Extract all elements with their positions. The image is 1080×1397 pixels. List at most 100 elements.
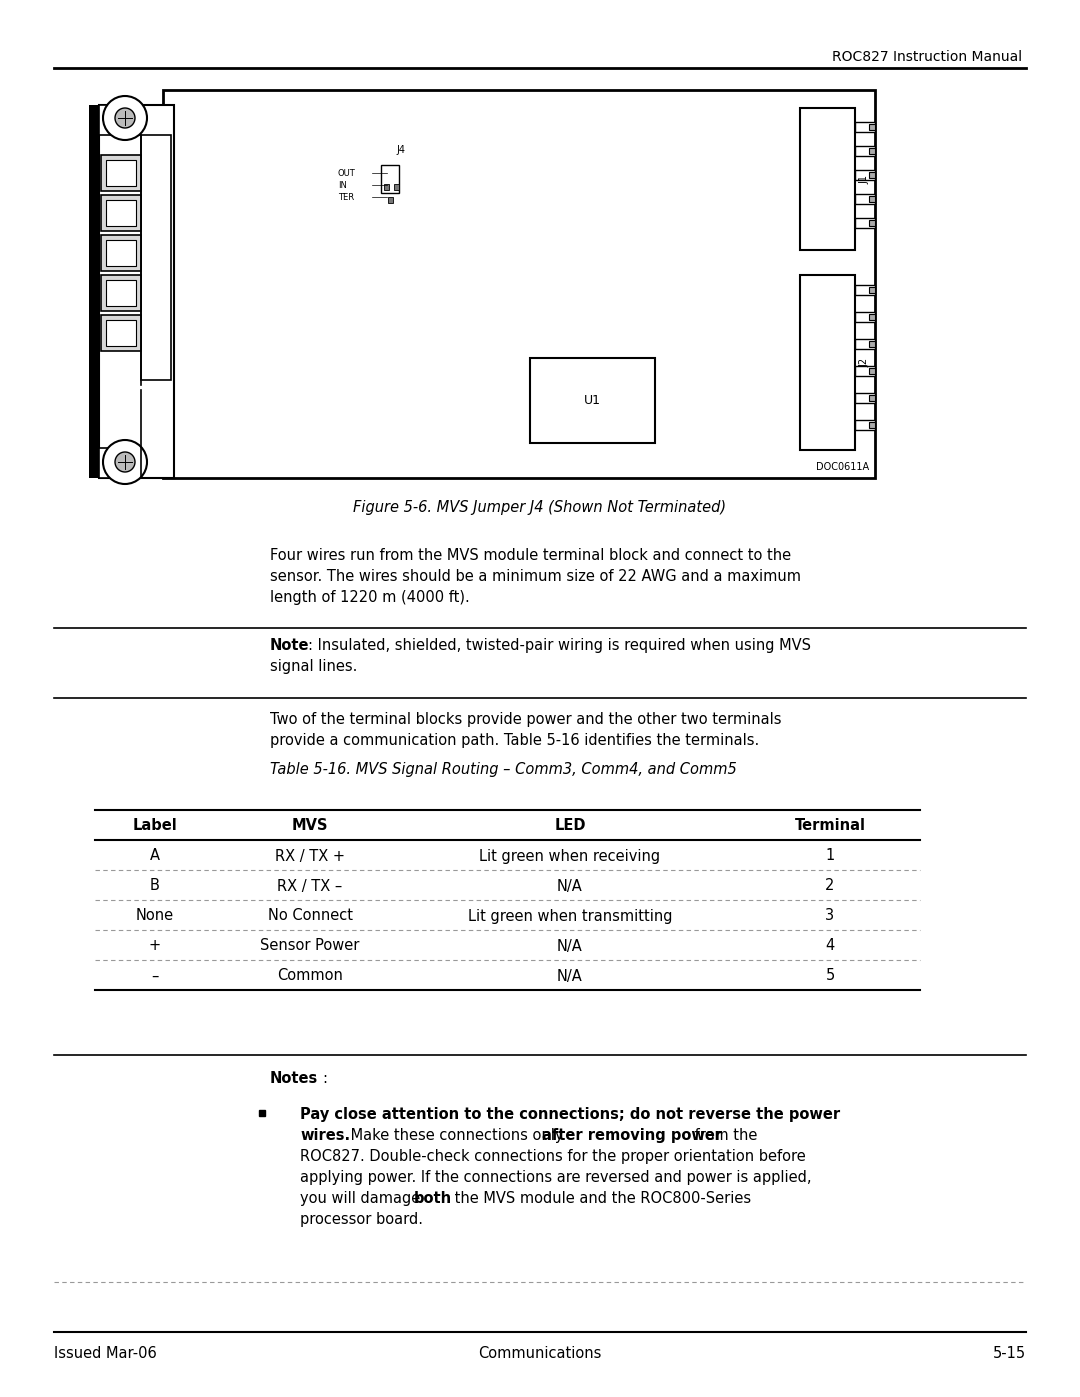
Text: Terminal: Terminal — [795, 819, 865, 834]
Bar — [99, 448, 139, 478]
Text: length of 1220 m (4000 ft).: length of 1220 m (4000 ft). — [270, 590, 470, 605]
Bar — [855, 393, 875, 402]
Bar — [384, 184, 389, 190]
Bar — [99, 105, 174, 478]
Bar — [855, 366, 875, 376]
Text: J2: J2 — [859, 358, 869, 366]
Text: : Insulated, shielded, twisted-pair wiring is required when using MVS: : Insulated, shielded, twisted-pair wiri… — [308, 638, 811, 652]
Text: N/A: N/A — [557, 968, 583, 983]
Text: Notes: Notes — [270, 1071, 319, 1085]
Bar — [381, 165, 399, 193]
Circle shape — [103, 96, 147, 140]
Text: you will damage: you will damage — [300, 1192, 424, 1206]
Bar — [388, 197, 393, 203]
Text: 5: 5 — [825, 968, 835, 983]
Text: 1: 1 — [825, 848, 835, 863]
Bar — [163, 89, 875, 478]
Bar — [855, 339, 875, 349]
Bar — [855, 420, 875, 430]
Text: wires.: wires. — [300, 1127, 350, 1143]
Text: –: – — [151, 968, 159, 983]
Text: OUT: OUT — [338, 169, 355, 177]
Text: RX / TX +: RX / TX + — [275, 848, 345, 863]
Bar — [106, 240, 136, 265]
Text: J1: J1 — [859, 175, 869, 183]
Bar — [869, 148, 875, 154]
Bar — [394, 184, 399, 190]
Text: Lit green when transmitting: Lit green when transmitting — [468, 908, 672, 923]
Text: Make these connections only: Make these connections only — [346, 1127, 568, 1143]
Text: Two of the terminal blocks provide power and the other two terminals: Two of the terminal blocks provide power… — [270, 712, 782, 726]
Text: the MVS module and the ROC800-Series: the MVS module and the ROC800-Series — [450, 1192, 751, 1206]
Text: RX / TX –: RX / TX – — [278, 879, 342, 894]
Bar — [869, 422, 875, 427]
Bar — [800, 275, 855, 450]
Bar — [855, 194, 875, 204]
Text: Note: Note — [270, 638, 310, 652]
Circle shape — [103, 440, 147, 483]
Text: B: B — [150, 879, 160, 894]
Text: processor board.: processor board. — [300, 1213, 423, 1227]
Text: Issued Mar-06: Issued Mar-06 — [54, 1345, 157, 1361]
Text: IN: IN — [338, 180, 347, 190]
Bar — [855, 218, 875, 228]
Circle shape — [114, 108, 135, 129]
Bar — [102, 314, 141, 351]
Text: ROC827. Double-check connections for the proper orientation before: ROC827. Double-check connections for the… — [300, 1148, 806, 1164]
Text: +: + — [149, 939, 161, 954]
Text: N/A: N/A — [557, 939, 583, 954]
Text: signal lines.: signal lines. — [270, 659, 357, 673]
Text: Common: Common — [278, 968, 343, 983]
Bar — [869, 124, 875, 130]
Bar — [869, 395, 875, 401]
Text: Figure 5-6. MVS Jumper J4 (Shown Not Terminated): Figure 5-6. MVS Jumper J4 (Shown Not Ter… — [353, 500, 727, 515]
Text: provide a communication path. Table 5-16 identifies the terminals.: provide a communication path. Table 5-16… — [270, 733, 759, 747]
Text: 2: 2 — [825, 879, 835, 894]
Text: Label: Label — [133, 819, 177, 834]
Text: both: both — [414, 1192, 453, 1206]
Text: No Connect: No Connect — [268, 908, 352, 923]
Text: Pay close attention to the connections; do not reverse the power: Pay close attention to the connections; … — [300, 1106, 840, 1122]
Bar — [869, 172, 875, 177]
Bar — [855, 170, 875, 180]
Text: J4: J4 — [396, 145, 405, 155]
Bar — [99, 105, 139, 136]
Text: Sensor Power: Sensor Power — [260, 939, 360, 954]
Text: 3: 3 — [825, 908, 835, 923]
Bar — [800, 108, 855, 250]
Bar — [869, 367, 875, 374]
Text: Lit green when receiving: Lit green when receiving — [480, 848, 661, 863]
Bar — [869, 219, 875, 226]
Bar — [869, 196, 875, 203]
Text: U1: U1 — [584, 394, 600, 407]
Bar — [869, 286, 875, 293]
Bar — [102, 155, 141, 191]
Text: applying power. If the connections are reversed and power is applied,: applying power. If the connections are r… — [300, 1171, 811, 1185]
Text: N/A: N/A — [557, 879, 583, 894]
Text: 5-15: 5-15 — [993, 1345, 1026, 1361]
Text: Four wires run from the MVS module terminal block and connect to the: Four wires run from the MVS module termi… — [270, 548, 792, 563]
Bar — [869, 314, 875, 320]
Bar — [106, 161, 136, 186]
Text: TER: TER — [338, 193, 354, 201]
Bar — [106, 200, 136, 226]
Bar — [855, 312, 875, 321]
Bar — [106, 320, 136, 346]
Bar — [89, 105, 99, 478]
Bar — [102, 196, 141, 231]
Text: LED: LED — [554, 819, 585, 834]
Bar — [869, 341, 875, 346]
Bar — [855, 285, 875, 295]
Text: A: A — [150, 848, 160, 863]
Bar — [855, 122, 875, 131]
Text: 4: 4 — [825, 939, 835, 954]
Text: after removing power: after removing power — [542, 1127, 723, 1143]
Text: ROC827 Instruction Manual: ROC827 Instruction Manual — [832, 50, 1022, 64]
Text: sensor. The wires should be a minimum size of 22 AWG and a maximum: sensor. The wires should be a minimum si… — [270, 569, 801, 584]
Text: from the: from the — [690, 1127, 757, 1143]
Text: MVS: MVS — [292, 819, 328, 834]
Bar — [141, 136, 171, 380]
Text: None: None — [136, 908, 174, 923]
Text: Table 5-16. MVS Signal Routing – Comm3, Comm4, and Comm5: Table 5-16. MVS Signal Routing – Comm3, … — [270, 761, 737, 777]
Bar — [102, 235, 141, 271]
